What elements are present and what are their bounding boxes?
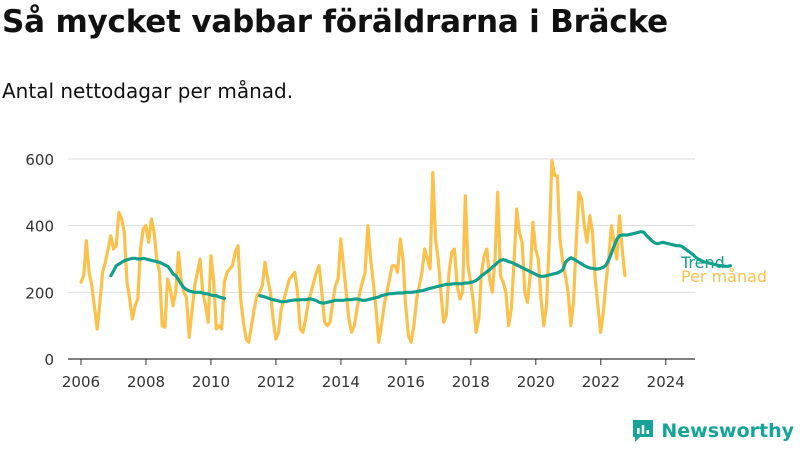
grid-lines [68, 158, 695, 293]
x-tick-label: 2008 [127, 373, 165, 391]
x-tick-label: 2022 [582, 373, 620, 391]
x-tick-label: 2018 [452, 373, 490, 391]
series-group [79, 159, 733, 344]
chart-subtitle: Antal nettodagar per månad. [2, 79, 294, 103]
series-line-trend-2 [258, 230, 733, 305]
series-line-trend-1 [109, 256, 227, 300]
y-tick-label: 200 [25, 284, 54, 302]
chart-title: Så mycket vabbar föräldrarna i Bräcke [2, 4, 668, 40]
x-tick-label: 2020 [517, 373, 555, 391]
series-line-per-manad [79, 159, 627, 344]
newsworthy-logo[interactable]: Newsworthy [631, 418, 794, 444]
x-tick-label: 2024 [647, 373, 685, 391]
newsworthy-logo-icon [633, 420, 654, 442]
x-tick-label: 2006 [62, 373, 100, 391]
y-tick-label: 0 [44, 351, 54, 369]
legend-label-trend: Trend [680, 253, 725, 272]
x-tick-label: 2016 [387, 373, 425, 391]
y-tick-label: 600 [25, 151, 54, 169]
x-tick-label: 2010 [192, 373, 230, 391]
legend-label-per-manad: Per månad [681, 267, 767, 286]
x-tick-label: 2012 [257, 373, 295, 391]
y-tick-label: 400 [25, 218, 54, 236]
brand-name: Newsworthy [661, 420, 794, 442]
x-tick-label: 2014 [322, 373, 360, 391]
y-axis: 0 200 400 600 [25, 151, 54, 369]
x-axis: 2006 2008 2010 2012 2014 2016 2018 2020 2022 2024 [62, 359, 685, 391]
